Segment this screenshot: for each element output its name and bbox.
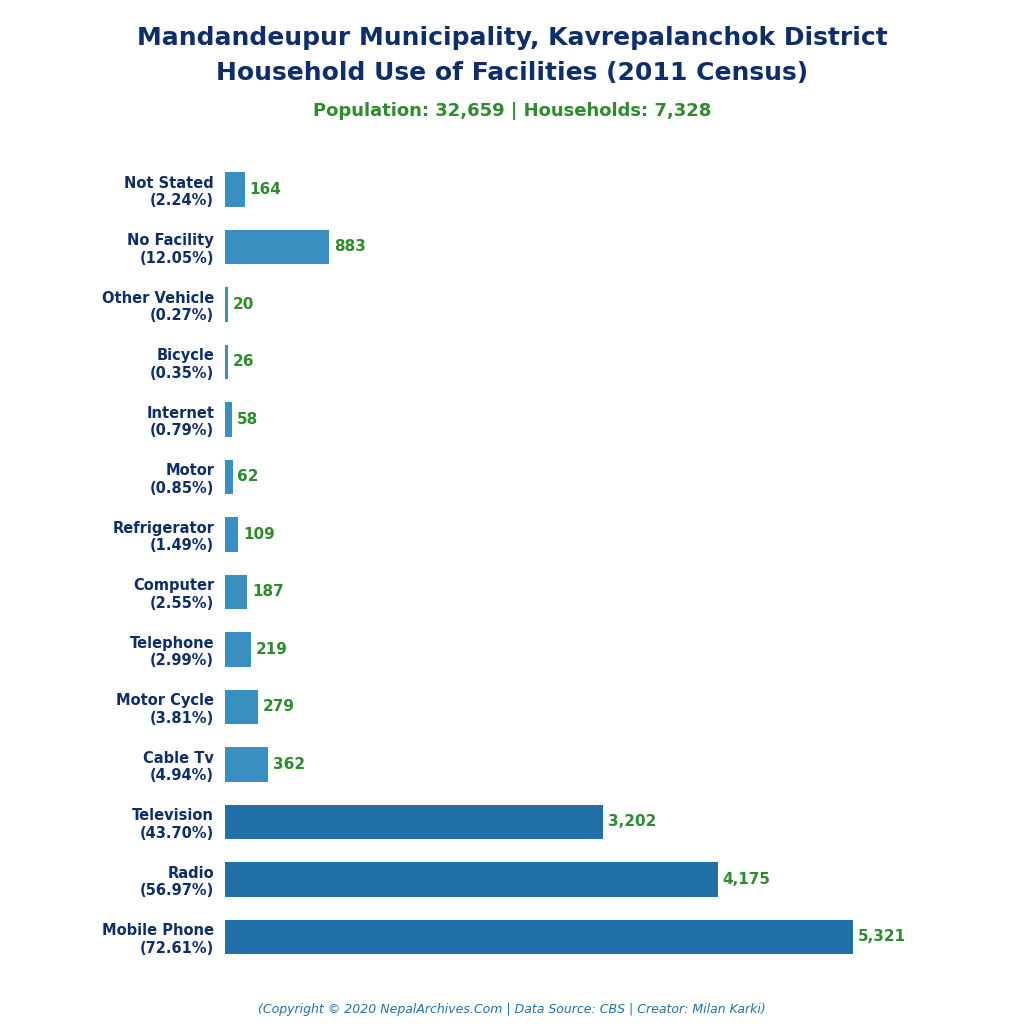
Text: (Copyright © 2020 NepalArchives.Com | Data Source: CBS | Creator: Milan Karki): (Copyright © 2020 NepalArchives.Com | Da… (258, 1002, 766, 1016)
Bar (225, 862, 718, 897)
Text: Mandandeupur Municipality, Kavrepalanchok District: Mandandeupur Municipality, Kavrepalancho… (136, 26, 888, 49)
Bar (225, 172, 245, 207)
Text: 3,202: 3,202 (608, 814, 656, 829)
Bar (225, 517, 239, 552)
Bar (225, 690, 258, 724)
Text: 58: 58 (237, 412, 258, 427)
Text: 4,175: 4,175 (723, 871, 771, 887)
Text: 164: 164 (250, 182, 282, 197)
Bar (225, 632, 251, 667)
Text: 219: 219 (256, 642, 288, 657)
Bar (225, 805, 603, 840)
Text: 20: 20 (232, 297, 254, 312)
Bar (225, 574, 248, 609)
Bar (225, 229, 330, 264)
Text: 109: 109 (243, 527, 274, 542)
Bar (225, 345, 228, 379)
Text: 62: 62 (238, 469, 259, 484)
Bar (225, 920, 853, 954)
Text: 5,321: 5,321 (858, 930, 906, 944)
Text: 883: 883 (334, 240, 367, 255)
Text: 279: 279 (263, 699, 295, 715)
Bar (225, 402, 232, 436)
Bar (225, 748, 268, 781)
Bar (225, 460, 232, 495)
Text: 362: 362 (272, 757, 305, 772)
Text: Population: 32,659 | Households: 7,328: Population: 32,659 | Households: 7,328 (312, 102, 712, 121)
Text: 187: 187 (252, 585, 284, 599)
Bar (225, 287, 227, 322)
Text: Household Use of Facilities (2011 Census): Household Use of Facilities (2011 Census… (216, 61, 808, 85)
Text: 26: 26 (233, 354, 255, 370)
